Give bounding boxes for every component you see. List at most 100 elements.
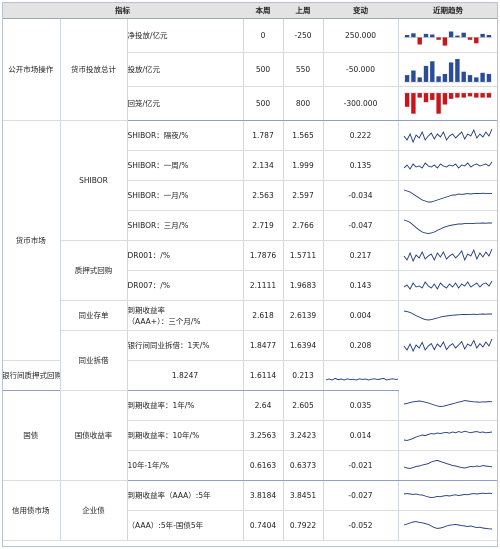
trend-sparkline <box>398 450 498 481</box>
sparkline-path <box>404 219 493 234</box>
sparkline-bar <box>461 71 467 82</box>
this-week-value: 3.8184 <box>243 480 284 511</box>
last-week-value: 3.8451 <box>283 480 324 511</box>
group-omo-sub: 货币投放总计 <box>60 18 128 121</box>
trend-sparkline <box>398 150 498 181</box>
sparkline-svg <box>325 377 398 380</box>
sparkline-bar <box>430 92 435 100</box>
trend-sparkline <box>398 52 498 87</box>
trend-sparkline <box>398 480 498 511</box>
sparkline-svg <box>404 92 493 114</box>
group-shibor: SHIBOR <box>60 120 128 241</box>
sparkline-bar <box>417 36 423 44</box>
indicator-label: SHIBOR：一月/% <box>127 180 244 211</box>
sparkline-bar <box>424 92 429 102</box>
this-week-value: 500 <box>243 86 284 121</box>
sparkline-bar <box>486 34 492 37</box>
sparkline-bar <box>474 76 479 82</box>
change-value: 0.217 <box>323 240 399 271</box>
change-value: -0.052 <box>323 510 399 541</box>
change-value: 250.000 <box>323 18 399 53</box>
last-week-value: 1.5711 <box>283 240 324 271</box>
sparkline-svg <box>404 459 493 469</box>
sparkline-svg <box>404 31 493 46</box>
change-value: 0.213 <box>283 360 324 391</box>
last-week-value: 1.6114 <box>243 360 284 391</box>
trend-sparkline <box>323 360 398 391</box>
change-value: 0.004 <box>323 300 399 331</box>
table-row: SHIBOR：一周/% 2.134 1.999 0.135 <box>2 150 498 181</box>
sparkline-path <box>403 128 493 143</box>
header-last-week: 上周 <box>283 2 323 19</box>
table-row: 同业存单 到期收益率 （AAA+）：三个月/% 2.618 2.6139 0.0… <box>2 300 498 331</box>
last-week-value: 1.6394 <box>283 330 324 361</box>
last-week-value: 2.597 <box>283 180 324 211</box>
this-week-value: 0 <box>243 18 284 53</box>
change-value: 0.222 <box>323 120 399 151</box>
this-week-value: 2.563 <box>243 180 284 211</box>
group-repo: 质押式回购 <box>60 240 128 301</box>
trend-sparkline <box>398 420 498 451</box>
last-week-value: 2.605 <box>283 390 324 421</box>
group-omo: 公开市场操作 <box>2 18 61 121</box>
indicator-label: （AAA）:5年-国债5年 <box>127 510 244 541</box>
sparkline-bar <box>411 70 416 82</box>
indicator-label: 到期收益率：1年/% <box>127 390 244 421</box>
change-value: 0.035 <box>323 390 399 421</box>
sparkline-bar <box>474 36 479 43</box>
this-week-value: 2.618 <box>243 300 284 331</box>
trend-sparkline <box>398 18 498 53</box>
this-week-value: 1.787 <box>243 120 284 151</box>
change-value: 0.014 <box>323 420 399 451</box>
sparkline-bar <box>436 36 442 40</box>
last-week-value: -250 <box>283 18 324 53</box>
sparkline-path <box>404 492 493 498</box>
sparkline-bar <box>480 33 486 37</box>
group-corp: 企业债 <box>60 480 128 541</box>
last-week-value: 800 <box>283 86 324 121</box>
sparkline-path <box>403 161 493 170</box>
change-value: -0.034 <box>323 180 399 211</box>
sparkline-bar <box>417 92 423 98</box>
sparkline-bar <box>449 92 454 99</box>
change-value: -0.047 <box>323 210 399 241</box>
trend-sparkline <box>398 390 498 421</box>
sparkline-bar <box>455 58 460 82</box>
change-value: -0.021 <box>323 450 399 481</box>
sparkline-bar <box>455 92 460 98</box>
table-row: 到期收益率：10年/% 3.2563 3.2423 0.014 <box>2 420 498 451</box>
trend-sparkline <box>398 300 498 331</box>
change-value: -50.000 <box>323 52 399 87</box>
this-week-value: 2.134 <box>243 150 284 181</box>
sparkline-bar <box>442 73 448 82</box>
sparkline-bar <box>468 74 473 82</box>
group-govt-yield: 国债收益率 <box>60 390 128 481</box>
change-value: 0.208 <box>323 330 399 361</box>
indicator-label: 10年-1年/% <box>127 450 244 481</box>
sparkline-path <box>404 400 493 408</box>
change-value: -0.027 <box>323 480 399 511</box>
trend-sparkline <box>398 120 498 151</box>
trend-sparkline <box>398 510 498 541</box>
indicator-label: 银行间质押式回购：1天/% <box>2 360 61 391</box>
sparkline-svg <box>404 280 493 290</box>
sparkline-bar <box>474 92 479 98</box>
indicator-label: 到期收益率 （AAA+）：三个月/% <box>127 300 244 331</box>
table-row: DR007：/% 2.1111 1.9683 0.143 <box>2 270 498 301</box>
trend-sparkline <box>398 210 498 241</box>
group-interbank: 同业拆借 <box>60 330 128 391</box>
sparkline-bar <box>405 34 410 37</box>
indicator-label: SHIBOR：隔夜/% <box>127 120 244 151</box>
header-this-week: 本周 <box>243 2 283 19</box>
indicator-label: 回笼/亿元 <box>127 86 244 121</box>
last-week-value: 2.6139 <box>283 300 324 331</box>
this-week-value: 2.64 <box>243 390 284 421</box>
sparkline-path <box>404 430 493 441</box>
sparkline-path <box>403 248 493 262</box>
sparkline-bar <box>468 36 473 40</box>
market-indicator-table: 指标 本周 上周 变动 近期趋势 公开市场操作 货币投放总计 净投放/亿元 0 … <box>2 2 498 541</box>
sparkline-svg <box>404 520 493 529</box>
change-value: -300.000 <box>323 86 399 121</box>
sparkline-bar <box>436 92 442 114</box>
